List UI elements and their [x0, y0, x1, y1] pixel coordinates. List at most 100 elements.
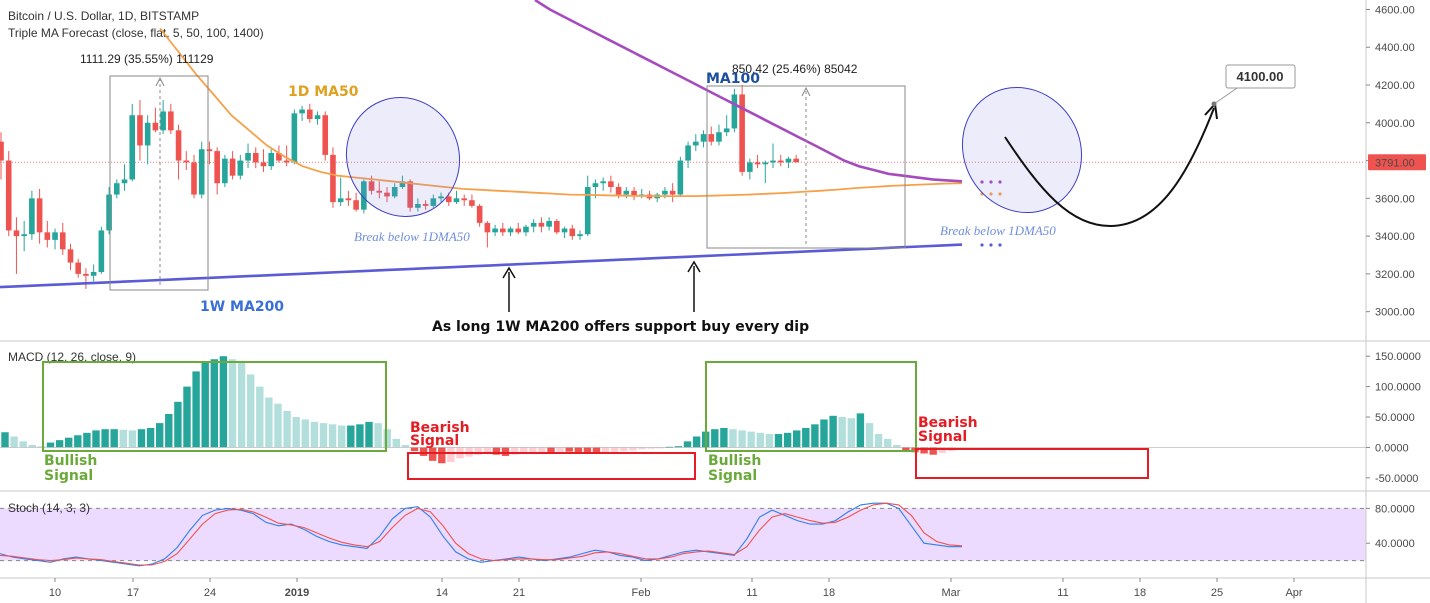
macd-bar[interactable] — [210, 359, 218, 448]
candle[interactable] — [29, 190, 35, 240]
candle[interactable] — [500, 222, 506, 237]
macd-bar[interactable] — [838, 417, 846, 448]
candle[interactable] — [191, 154, 197, 199]
candle[interactable] — [13, 217, 20, 274]
macd-bar[interactable] — [520, 447, 528, 454]
macd-bar[interactable] — [247, 374, 255, 448]
candle[interactable] — [422, 200, 429, 210]
candle[interactable] — [52, 228, 58, 250]
candle[interactable] — [0, 132, 4, 180]
macd-bar[interactable] — [347, 425, 355, 448]
candle[interactable] — [376, 181, 383, 199]
macd-bar[interactable] — [92, 430, 100, 448]
macd-bar[interactable] — [128, 430, 137, 448]
macd-bar[interactable] — [338, 425, 346, 448]
macd-bar[interactable] — [738, 430, 746, 448]
candle[interactable] — [507, 226, 514, 237]
macd-bar[interactable] — [401, 444, 410, 448]
macd-bar[interactable] — [283, 410, 291, 448]
macd-bar[interactable] — [865, 423, 874, 448]
candle[interactable] — [577, 230, 583, 240]
macd-bar[interactable] — [55, 440, 64, 448]
macd-bar[interactable] — [538, 447, 546, 453]
candle[interactable] — [283, 145, 290, 167]
macd-bar[interactable] — [711, 429, 719, 448]
macd-bar[interactable] — [146, 427, 155, 448]
candle[interactable] — [770, 143, 776, 169]
macd-bar[interactable] — [265, 397, 273, 448]
macd-bar[interactable] — [410, 447, 419, 452]
candle[interactable] — [739, 85, 745, 176]
macd-bar[interactable] — [137, 429, 146, 448]
candle[interactable] — [523, 224, 529, 237]
candle[interactable] — [237, 154, 244, 180]
macd-bar[interactable] — [720, 427, 728, 448]
macd-bar[interactable] — [902, 447, 910, 451]
macd-bar[interactable] — [110, 429, 118, 448]
candle[interactable] — [260, 149, 267, 172]
candle[interactable] — [546, 217, 552, 231]
candle[interactable] — [731, 88, 738, 133]
candle[interactable] — [469, 194, 475, 208]
candle[interactable] — [554, 219, 560, 235]
candle[interactable] — [129, 103, 136, 182]
macd-bar[interactable] — [228, 359, 237, 448]
candle[interactable] — [361, 179, 367, 214]
macd-bar[interactable] — [156, 423, 164, 448]
macd-bar[interactable] — [356, 424, 364, 448]
macd-bar[interactable] — [856, 413, 865, 448]
macd-bar[interactable] — [274, 403, 282, 448]
candle[interactable] — [747, 158, 753, 180]
candle[interactable] — [322, 111, 329, 161]
macd-bar[interactable] — [256, 386, 264, 448]
macd-bar[interactable] — [465, 447, 473, 457]
candle[interactable] — [98, 226, 105, 274]
macd-bar[interactable] — [793, 430, 801, 448]
candle[interactable] — [36, 188, 43, 244]
macd-bar[interactable] — [802, 427, 810, 448]
candle[interactable] — [106, 187, 112, 235]
candle[interactable] — [160, 100, 166, 135]
macd-bar[interactable] — [392, 438, 400, 448]
candle[interactable] — [476, 204, 483, 227]
candle[interactable] — [638, 188, 645, 199]
candle[interactable] — [708, 126, 715, 146]
macd-bar[interactable] — [783, 432, 792, 448]
macd-bar[interactable] — [237, 362, 246, 448]
candle[interactable] — [353, 192, 359, 212]
macd-bar[interactable] — [592, 447, 601, 454]
macd-bar[interactable] — [292, 417, 300, 448]
macd-bar[interactable] — [374, 423, 382, 448]
candle[interactable] — [407, 179, 413, 212]
macd-bar[interactable] — [1, 432, 9, 448]
candle[interactable] — [669, 183, 676, 203]
candle[interactable] — [700, 130, 707, 148]
candle[interactable] — [168, 103, 174, 135]
macd-bar[interactable] — [583, 447, 592, 454]
candle[interactable] — [206, 141, 213, 165]
candle[interactable] — [384, 187, 390, 203]
candle[interactable] — [152, 107, 159, 133]
candle[interactable] — [530, 219, 537, 233]
candle[interactable] — [183, 151, 190, 170]
macd-bar[interactable] — [811, 424, 819, 448]
candle[interactable] — [654, 192, 660, 203]
candle[interactable] — [307, 103, 313, 123]
macd-bar[interactable] — [692, 436, 701, 448]
candle[interactable] — [693, 134, 699, 152]
macd-bar[interactable] — [429, 447, 437, 461]
macd-bar[interactable] — [165, 413, 173, 448]
candle[interactable] — [5, 151, 12, 237]
macd-bar[interactable] — [83, 432, 91, 448]
macd-panel[interactable]: MACD (12, 26, close, 9) — [0, 350, 1366, 464]
candle[interactable] — [268, 149, 274, 170]
macd-bar[interactable] — [565, 447, 573, 452]
macd-bar[interactable] — [756, 432, 764, 448]
candle[interactable] — [83, 268, 89, 289]
macd-bar[interactable] — [920, 447, 928, 454]
macd-bar[interactable] — [820, 419, 828, 448]
candle[interactable] — [229, 151, 236, 180]
macd-bar[interactable] — [65, 437, 73, 448]
candle[interactable] — [762, 160, 769, 184]
macd-bar[interactable] — [46, 442, 55, 448]
